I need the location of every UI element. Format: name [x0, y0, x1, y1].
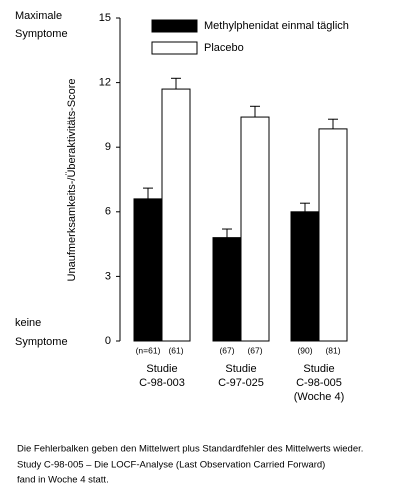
footnote: Die Fehlerbalken geben den Mittelwert pl… [17, 444, 363, 455]
y-tick-label: 9 [105, 141, 111, 153]
y-tick-label: 15 [99, 12, 111, 24]
footnote: fand in Woche 4 statt. [17, 475, 109, 486]
bar [212, 237, 242, 342]
y-tick-label: 3 [105, 270, 111, 282]
x-tick-label: Studie [303, 363, 334, 375]
n-label: (67) [247, 345, 262, 355]
bar [161, 88, 191, 342]
annotation: Symptome [15, 28, 68, 40]
bar [290, 211, 320, 342]
annotation: keine [15, 317, 41, 329]
y-tick-label: 12 [99, 77, 111, 89]
legend-label: Placebo [204, 42, 244, 54]
x-tick-label: Studie [146, 363, 177, 375]
bar [240, 116, 270, 342]
x-tick-label: Studie [225, 363, 256, 375]
y-tick-label: 6 [105, 206, 111, 218]
legend-swatch [151, 41, 198, 55]
n-label: (67) [219, 345, 234, 355]
y-tick-label: 0 [105, 335, 111, 347]
x-tick-label: C-98-003 [139, 377, 185, 389]
n-label: (61) [168, 345, 183, 355]
x-tick-label: C-97-025 [218, 377, 264, 389]
n-label: (n=61) [136, 345, 161, 355]
annotation: Symptome [15, 336, 68, 348]
footnote: Study C-98-005 – Die LOCF-Analyse (Last … [17, 460, 325, 471]
legend-swatch [151, 19, 198, 33]
y-axis-label: Unaufmerksamkeits-/Überaktivitäts-Score [66, 79, 78, 282]
annotation: Maximale [15, 10, 62, 22]
x-tick-label: (Woche 4) [294, 391, 345, 403]
x-tick-label: C-98-005 [296, 377, 342, 389]
legend-label: Methylphenidat einmal täglich [204, 20, 349, 32]
n-label: (90) [297, 345, 312, 355]
n-label: (81) [325, 345, 340, 355]
bar [133, 198, 163, 342]
bar [318, 128, 348, 342]
